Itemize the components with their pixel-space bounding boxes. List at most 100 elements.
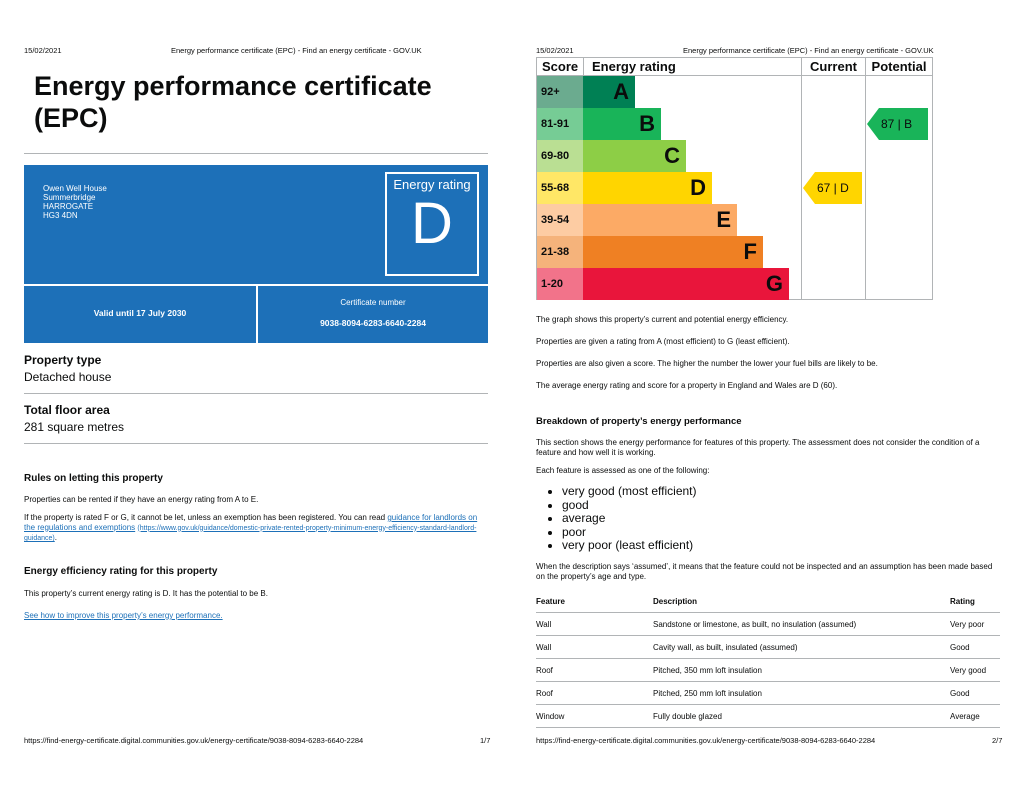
table-cell: Window xyxy=(536,704,653,728)
print-title: Energy performance certificate (EPC) - F… xyxy=(683,46,934,55)
breakdown-assessment: Each feature is assessed as one of the f… xyxy=(536,466,710,475)
potential-rating-label: 87 | B xyxy=(881,117,913,131)
page-1: 15/02/2021 Energy performance certificat… xyxy=(24,46,491,745)
table-cell: Average xyxy=(950,704,1000,728)
score-header: Score xyxy=(542,59,579,74)
band-bar-a: A xyxy=(583,76,635,108)
current-header: Current xyxy=(810,59,857,74)
address-line: HARROGATE xyxy=(43,202,94,211)
band-letter: C xyxy=(664,143,680,168)
divider xyxy=(865,58,866,299)
divider xyxy=(801,58,802,299)
floor-area-label: Total floor area xyxy=(24,403,110,417)
energy-rating-header: Energy rating xyxy=(592,59,676,74)
page-2: 15/02/2021 Energy performance certificat… xyxy=(512,0,1024,791)
ratings-explanation: Properties are given a rating from A (mo… xyxy=(536,337,790,346)
efficiency-heading: Energy efficiency rating for this proper… xyxy=(24,566,218,577)
sentence-end: . xyxy=(54,533,57,542)
divider xyxy=(24,393,488,394)
list-item: very good (most efficient) xyxy=(562,484,697,499)
improve-performance-link[interactable]: See how to improve this property’s energ… xyxy=(24,611,223,620)
divider xyxy=(537,75,932,76)
list-item: good xyxy=(562,498,697,513)
table-cell: Roof xyxy=(536,658,653,682)
column-header: Feature xyxy=(536,590,653,613)
table-cell: Fully double glazed xyxy=(653,704,950,728)
table-cell: Very poor xyxy=(950,612,1000,636)
divider xyxy=(24,153,488,154)
score-range-a: 92+ xyxy=(537,76,583,108)
table-cell: Very good xyxy=(950,658,1000,682)
letting-paragraph: Properties can be rented if they have an… xyxy=(24,495,259,504)
page-number: 1/7 xyxy=(480,736,491,745)
table-cell: Cavity wall, as built, insulated (assume… xyxy=(653,635,950,659)
list-item: poor xyxy=(562,525,697,540)
certificate-number-label: Certificate number xyxy=(340,298,406,307)
energy-rating-box: Energy rating D xyxy=(385,172,479,276)
address-line: HG3 4DN xyxy=(43,211,78,220)
summary-panel: Owen Well House Summerbridge HARROGATE H… xyxy=(24,165,488,343)
current-rating-marker: 67 | D xyxy=(803,172,862,204)
letting-exemption-paragraph: If the property is rated F or G, it cann… xyxy=(24,513,490,544)
page-title: Energy performance certificate (EPC) xyxy=(34,71,432,133)
divider xyxy=(24,443,488,444)
efficiency-text: This property’s current energy rating is… xyxy=(24,589,268,598)
property-type-value: Detached house xyxy=(24,370,112,384)
band-bar-d: D xyxy=(583,172,712,204)
potential-header: Potential xyxy=(871,59,927,74)
rating-scale-list: very good (most efficient) good average … xyxy=(536,484,697,553)
footer-url: https://find-energy-certificate.digital.… xyxy=(536,736,876,745)
score-range-e: 39-54 xyxy=(537,204,583,236)
energy-rating-letter: D xyxy=(411,191,453,256)
current-rating-label: 67 | D xyxy=(817,181,849,195)
score-range-g: 1-20 xyxy=(537,268,583,300)
band-bar-f: F xyxy=(583,236,763,268)
table-cell: Good xyxy=(950,635,1000,659)
band-letter: G xyxy=(765,271,783,296)
landlord-guidance-link[interactable]: guidance for landlords on the regulation… xyxy=(24,513,478,532)
list-item: very poor (least efficient) xyxy=(562,538,697,553)
table-cell: Pitched, 250 mm loft insulation xyxy=(653,681,950,705)
property-type-label: Property type xyxy=(24,353,102,367)
assumed-note: When the description says ‘assumed’, it … xyxy=(536,562,993,581)
score-range-b: 81-91 xyxy=(537,108,583,140)
table-cell: Pitched, 350 mm loft insulation xyxy=(653,658,950,682)
energy-rating-chart: Score Energy rating Current Potential 92… xyxy=(536,57,933,300)
band-letter: F xyxy=(743,239,757,264)
band-bar-g: G xyxy=(583,268,789,300)
divider xyxy=(24,284,488,286)
features-table: Feature Description Rating Wall Sandston… xyxy=(536,590,1000,728)
score-explanation: Properties are also given a score. The h… xyxy=(536,359,878,368)
band-letter: B xyxy=(639,111,655,136)
score-range-f: 21-38 xyxy=(537,236,583,268)
average-explanation: The average energy rating and score for … xyxy=(536,381,838,390)
score-range-c: 69-80 xyxy=(537,140,583,172)
table-row: Wall Cavity wall, as built, insulated (a… xyxy=(536,635,1000,659)
band-letter: E xyxy=(716,207,731,232)
band-letter: A xyxy=(613,79,629,104)
band-bar-c: C xyxy=(583,140,686,172)
band-bar-b: B xyxy=(583,108,661,140)
print-title: Energy performance certificate (EPC) - F… xyxy=(171,46,422,55)
table-row: Roof Pitched, 350 mm loft insulation Ver… xyxy=(536,658,1000,682)
breakdown-heading: Breakdown of property’s energy performan… xyxy=(536,416,742,427)
page-number: 2/7 xyxy=(992,736,1003,745)
divider xyxy=(256,286,258,343)
table-cell: Wall xyxy=(536,612,653,636)
band-letter: D xyxy=(690,175,706,200)
table-cell: Good xyxy=(950,681,1000,705)
print-date: 15/02/2021 xyxy=(24,46,62,55)
table-cell: Sandstone or limestone, as built, no ins… xyxy=(653,612,950,636)
breakdown-intro: This section shows the energy performanc… xyxy=(536,438,980,457)
certificate-number: 9038-8094-6283-6640-2284 xyxy=(320,318,426,328)
address-line: Owen Well House xyxy=(43,184,107,193)
landlord-guidance-url[interactable]: (https://www.gov.uk/guidance/domestic-pr… xyxy=(24,524,477,543)
table-row: Window Fully double glazed Average xyxy=(536,704,1000,728)
energy-rating-label: Energy rating xyxy=(393,177,471,192)
floor-area-value: 281 square metres xyxy=(24,420,125,434)
column-header: Rating xyxy=(950,590,1000,613)
table-row: Roof Pitched, 250 mm loft insulation Goo… xyxy=(536,681,1000,705)
print-date: 15/02/2021 xyxy=(536,46,574,55)
table-row: Wall Sandstone or limestone, as built, n… xyxy=(536,612,1000,636)
chart-caption: The graph shows this property’s current … xyxy=(536,315,789,324)
